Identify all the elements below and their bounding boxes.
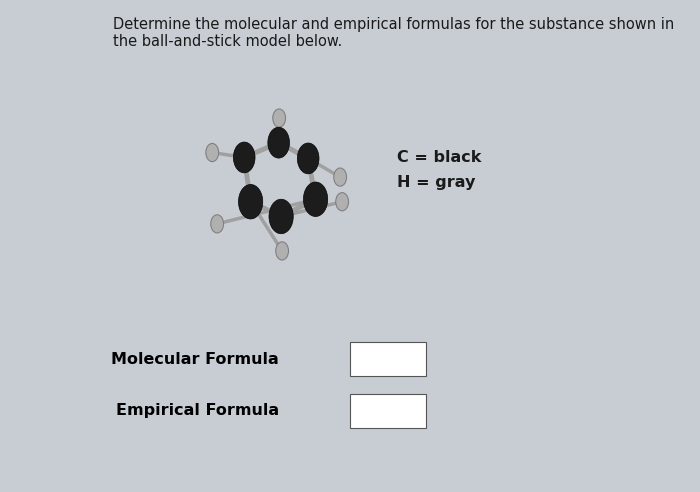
Text: Determine the molecular and empirical formulas for the substance shown in: Determine the molecular and empirical fo… <box>113 17 674 32</box>
Text: Molecular Formula: Molecular Formula <box>111 352 279 367</box>
Ellipse shape <box>298 143 319 174</box>
Ellipse shape <box>336 193 349 211</box>
Ellipse shape <box>334 168 346 186</box>
Ellipse shape <box>276 242 288 260</box>
Ellipse shape <box>268 127 290 158</box>
FancyBboxPatch shape <box>350 394 426 428</box>
Text: the ball-and-stick model below.: the ball-and-stick model below. <box>113 34 342 49</box>
Text: C = black: C = black <box>397 150 481 165</box>
Ellipse shape <box>269 199 293 234</box>
Text: Empirical Formula: Empirical Formula <box>116 403 279 418</box>
Ellipse shape <box>211 215 223 233</box>
Ellipse shape <box>273 109 286 127</box>
FancyBboxPatch shape <box>350 342 426 376</box>
Text: H = gray: H = gray <box>397 175 475 189</box>
Ellipse shape <box>239 184 262 219</box>
Ellipse shape <box>303 182 328 216</box>
Ellipse shape <box>206 144 218 161</box>
Ellipse shape <box>233 142 255 173</box>
